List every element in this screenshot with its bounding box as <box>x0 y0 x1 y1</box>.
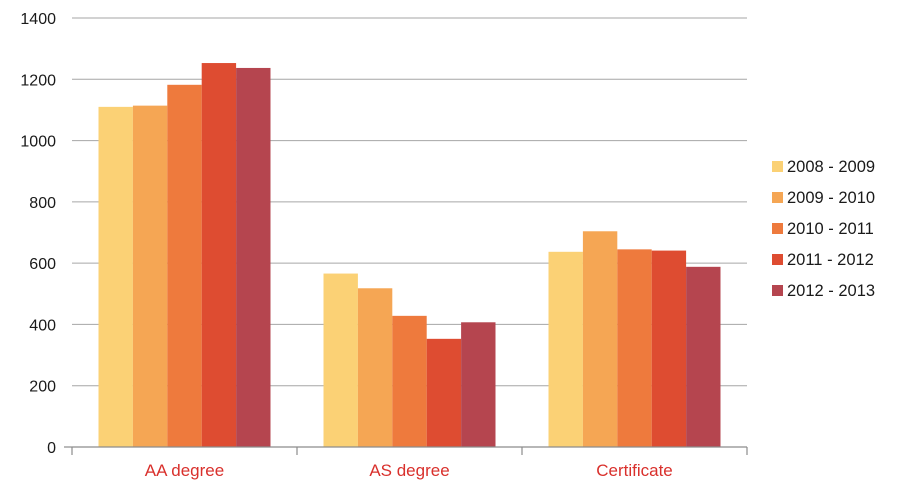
legend-swatch <box>772 161 783 172</box>
bar-as-degree-2010-2011 <box>392 315 427 447</box>
legend-label: 2010 - 2011 <box>787 220 874 238</box>
legend-swatch <box>772 254 783 265</box>
y-tick-label: 800 <box>29 195 56 212</box>
legend-swatch <box>772 223 783 234</box>
x-axis <box>64 446 748 455</box>
bar-certificate-2008-2009 <box>548 251 583 447</box>
bar-certificate-2011-2012 <box>651 250 687 447</box>
y-tick-label: 600 <box>29 256 56 273</box>
bar-aa-degree-2010-2011 <box>167 84 202 448</box>
legend-item: 2011 - 2012 <box>772 251 874 269</box>
legend-label: 2012 - 2013 <box>787 282 875 300</box>
bar-as-degree-2008-2009 <box>323 273 358 447</box>
bar-certificate-2010-2011 <box>617 249 652 447</box>
legend-label: 2011 - 2012 <box>787 251 874 269</box>
category-labels: AA degree AS degree Certificate <box>145 461 673 480</box>
bar-aa-degree-2011-2012 <box>201 63 237 448</box>
legend-item: 2010 - 2011 <box>772 220 874 238</box>
bar-certificate-2012-2013 <box>686 266 721 447</box>
bar-as-degree-2009-2010 <box>357 288 393 447</box>
legend-swatch <box>772 192 783 203</box>
x-category-label: AS degree <box>369 461 449 480</box>
x-category-label: AA degree <box>145 461 224 480</box>
legend-item: 2009 - 2010 <box>772 189 875 207</box>
legend-label: 2009 - 2010 <box>787 189 875 207</box>
x-category-label: Certificate <box>596 461 673 480</box>
legend-item: 2012 - 2013 <box>772 282 875 300</box>
y-tick-label: 1000 <box>20 134 56 151</box>
legend-label: 2008 - 2009 <box>787 158 875 176</box>
legend-swatch <box>772 285 783 296</box>
bars <box>98 63 721 448</box>
y-axis-tick-labels: 0 200 400 600 800 1000 1200 1400 <box>20 11 56 457</box>
y-tick-label: 1400 <box>20 11 56 28</box>
bar-certificate-2009-2010 <box>582 231 618 447</box>
bar-aa-degree-2008-2009 <box>98 106 133 447</box>
legend: 2008 - 2009 2009 - 2010 2010 - 2011 2011 - … <box>772 158 875 300</box>
y-tick-label: 200 <box>29 379 56 396</box>
y-tick-label: 1200 <box>20 72 56 89</box>
bar-aa-degree-2012-2013 <box>236 67 271 447</box>
bar-aa-degree-2009-2010 <box>132 105 168 447</box>
bar-as-degree-2011-2012 <box>426 338 462 447</box>
y-tick-label: 0 <box>47 440 56 457</box>
y-tick-label: 400 <box>29 317 56 334</box>
bar-as-degree-2012-2013 <box>461 322 496 447</box>
legend-item: 2008 - 2009 <box>772 158 875 176</box>
